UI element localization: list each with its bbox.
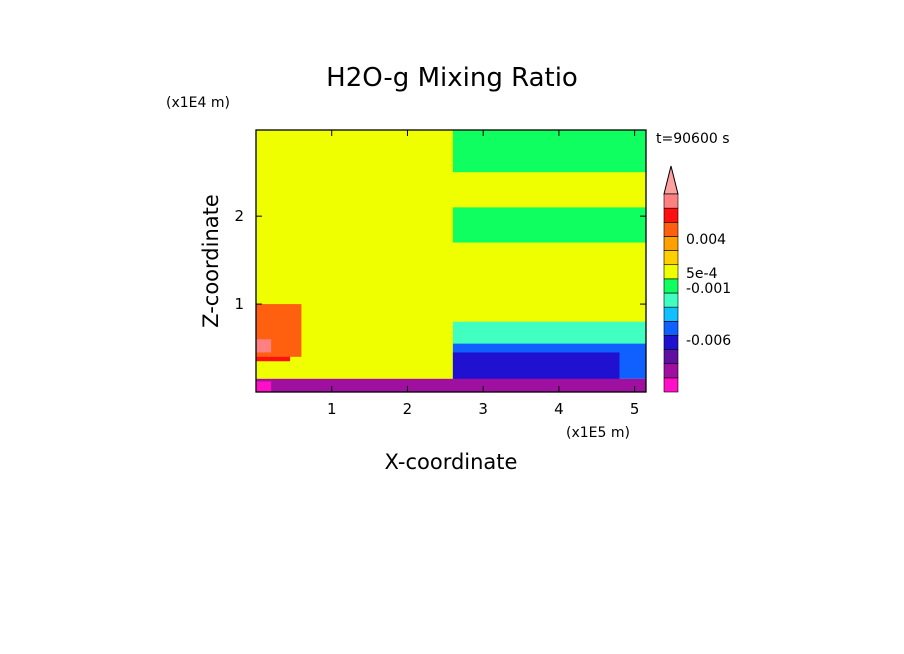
colorbar-label-3: -0.006 bbox=[686, 333, 731, 349]
y-tick-label-0: 1 bbox=[234, 295, 244, 313]
colorbar-swatch-13 bbox=[663, 193, 679, 209]
y-scale-label: (x1E4 m) bbox=[166, 95, 230, 111]
chart-title: H2O-g Mixing Ratio bbox=[326, 63, 578, 93]
contour-region-8 bbox=[452, 352, 620, 384]
x-tick-label-4: 5 bbox=[630, 400, 640, 418]
colorbar-swatch-11 bbox=[663, 221, 679, 237]
y-tick-label-1: 2 bbox=[234, 207, 244, 225]
colorbar-swatch-5 bbox=[663, 306, 679, 322]
colorbar-swatch-1 bbox=[663, 363, 679, 379]
contour-region-5 bbox=[452, 207, 646, 243]
colorbar-swatch-6 bbox=[663, 292, 679, 308]
colorbar: 0.004 5e-4 -0.001 -0.006 bbox=[663, 165, 731, 393]
colorbar-label-2: -0.001 bbox=[686, 281, 731, 297]
contour-region-4 bbox=[452, 130, 646, 173]
x-axis-label: X-coordinate bbox=[385, 450, 518, 474]
colorbar-swatch-7 bbox=[663, 278, 679, 294]
contour-region-9 bbox=[256, 378, 646, 392]
colorbar-labels: 0.004 5e-4 -0.001 -0.006 bbox=[686, 232, 731, 349]
colorbar-swatches bbox=[663, 193, 679, 393]
colorbar-swatch-10 bbox=[663, 236, 679, 251]
colorbar-swatch-0 bbox=[663, 377, 679, 393]
contour-regions bbox=[256, 130, 646, 392]
colorbar-label-0: 0.004 bbox=[686, 232, 726, 248]
colorbar-swatch-3 bbox=[663, 335, 679, 350]
colorbar-swatch-8 bbox=[663, 264, 679, 280]
colorbar-swatch-9 bbox=[663, 250, 679, 266]
colorbar-extend-triangle bbox=[663, 165, 679, 195]
plot-area: 1 2 3 4 5 1 2 bbox=[234, 129, 647, 418]
x-tick-label-1: 2 bbox=[403, 400, 413, 418]
x-tick-label-3: 4 bbox=[554, 400, 564, 418]
axis-ticks: 1 2 3 4 5 1 2 bbox=[234, 130, 646, 418]
time-label: t=90600 s bbox=[656, 131, 730, 147]
x-scale-label: (x1E5 m) bbox=[566, 425, 630, 441]
colorbar-label-1: 5e-4 bbox=[686, 266, 718, 282]
contour-region-10 bbox=[256, 381, 272, 392]
colorbar-swatch-4 bbox=[663, 320, 679, 336]
x-tick-label-0: 1 bbox=[327, 400, 337, 418]
colorbar-swatch-2 bbox=[663, 349, 679, 365]
plot-frame bbox=[255, 129, 647, 393]
x-tick-label-2: 3 bbox=[478, 400, 488, 418]
colorbar-swatch-12 bbox=[663, 207, 679, 223]
contour-region-3 bbox=[256, 339, 272, 353]
y-axis-label: Z-coordinate bbox=[199, 194, 223, 328]
